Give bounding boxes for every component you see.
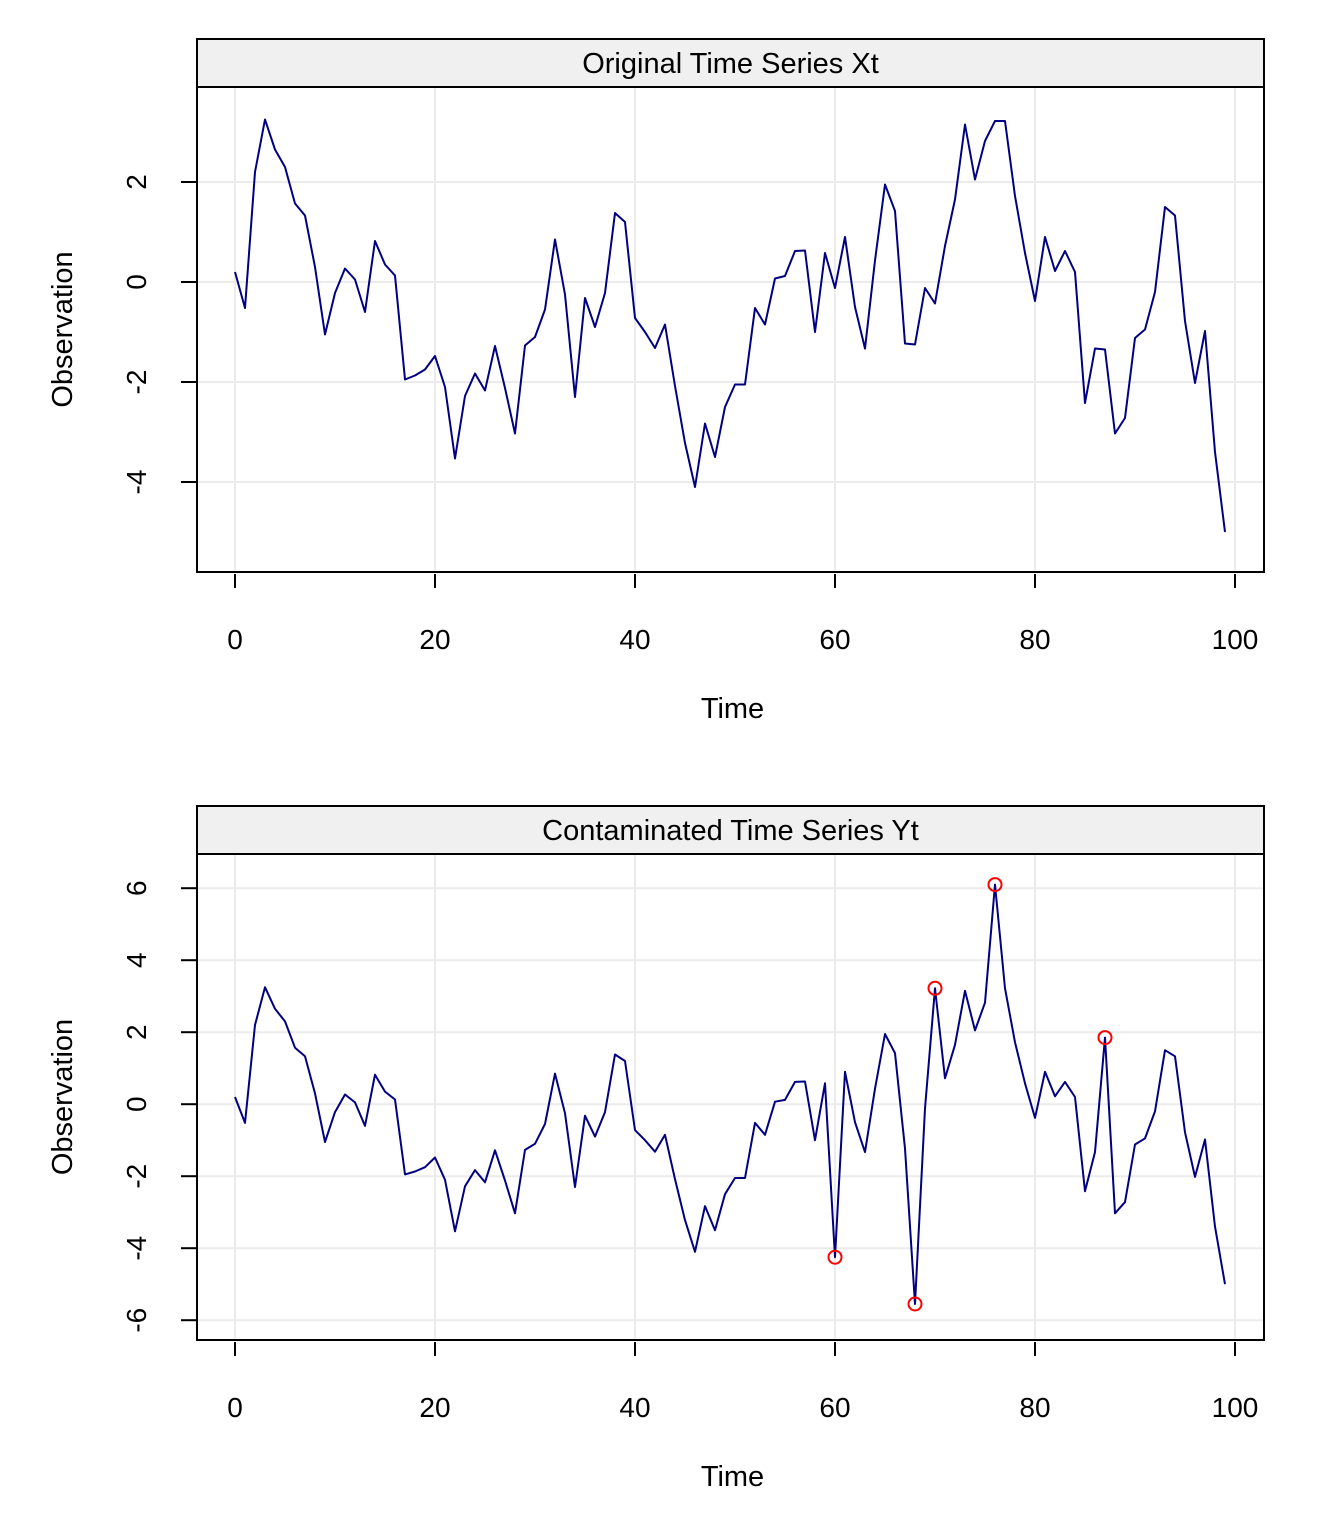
panel-2-plot-border [196,853,1265,1341]
panel-2-y-tick-label-3: 0 [121,1096,152,1112]
panel-2-outlier-marker-1 [907,1296,923,1312]
panel-1-x-tick-label-2: 40 [619,624,650,655]
panel-2-outlier-marker-0 [827,1249,843,1265]
panel-1-strip [196,38,1265,88]
panel-2-x-tick-label-3: 60 [819,1392,850,1423]
panel-2-y-tick-label-0: -6 [121,1308,152,1333]
panel-2-x-tick-label-5: 100 [1212,1392,1259,1423]
panel-1-title: Original Time Series Xt [582,48,879,80]
panel-2-x-axis-label: Time [701,1461,764,1493]
panel-2-title: Contaminated Time Series Yt [542,815,919,847]
panel-1-x-tick-label-0: 0 [227,624,243,655]
panel-2-series-line [234,883,1226,1305]
panel-2-x-tick-label-1: 20 [419,1392,450,1423]
panel-2-y-tick-label-4: 2 [121,1024,152,1040]
panel-1-y-tick-label-0: -4 [121,470,152,495]
panel-2-y-axis-label: Observation [47,1019,79,1175]
panel-2-y-tick-label-1: -4 [121,1236,152,1261]
panel-2-y-tick-label-2: -2 [121,1164,152,1189]
panel-1-x-tick-label-4: 80 [1019,624,1050,655]
panel-2-y-tick-label-6: 6 [121,880,152,896]
panel-2-x-tick-label-2: 40 [619,1392,650,1423]
panel-1-x-tick-label-3: 60 [819,624,850,655]
panel-1-y-axis-label: Observation [47,251,79,407]
panel-1-y-tick-label-2: 0 [121,274,152,290]
panel-1-x-tick-label-1: 20 [419,624,450,655]
panel-1-y-tick-label-3: 2 [121,174,152,190]
panel-1-y-tick-label-1: -2 [121,370,152,395]
panel-1-x-axis-label: Time [701,693,764,725]
panel-2-outlier-marker-3 [987,877,1003,893]
panel-2-x-tick-label-0: 0 [227,1392,243,1423]
panel-2-outlier-marker-4 [1097,1030,1113,1046]
panel-2-strip [196,805,1265,855]
panel-1-plot-border [196,86,1265,573]
panel-2-y-tick-label-5: 4 [121,952,152,968]
panel-1-series-line [234,118,1226,533]
panel-1-x-tick-label-5: 100 [1212,624,1259,655]
panel-2-outlier-marker-2 [927,980,943,996]
panel-2-x-tick-label-4: 80 [1019,1392,1050,1423]
